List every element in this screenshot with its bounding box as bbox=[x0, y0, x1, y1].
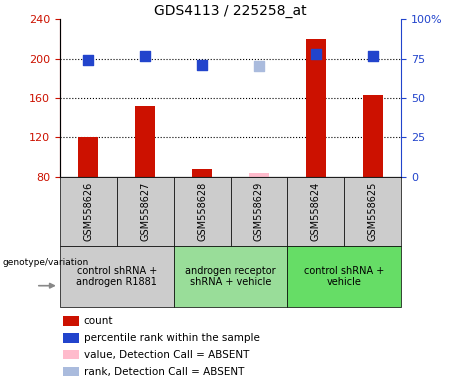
Bar bbox=[230, 177, 287, 246]
Bar bbox=[63, 367, 79, 376]
Text: GSM558625: GSM558625 bbox=[367, 182, 378, 241]
Point bbox=[255, 63, 263, 70]
Point bbox=[85, 56, 92, 63]
Text: GSM558624: GSM558624 bbox=[311, 182, 321, 241]
Bar bbox=[63, 333, 79, 343]
Title: GDS4113 / 225258_at: GDS4113 / 225258_at bbox=[154, 4, 307, 18]
Text: androgen receptor
shRNA + vehicle: androgen receptor shRNA + vehicle bbox=[185, 266, 276, 287]
Text: GSM558627: GSM558627 bbox=[140, 182, 150, 241]
Text: value, Detection Call = ABSENT: value, Detection Call = ABSENT bbox=[84, 350, 249, 360]
Text: control shRNA +
vehicle: control shRNA + vehicle bbox=[304, 266, 384, 287]
Text: control shRNA +
androgen R1881: control shRNA + androgen R1881 bbox=[77, 266, 157, 287]
Bar bbox=[287, 246, 401, 307]
Point bbox=[312, 51, 319, 57]
Text: GSM558629: GSM558629 bbox=[254, 182, 264, 241]
Text: GSM558626: GSM558626 bbox=[83, 182, 94, 241]
Bar bbox=[63, 316, 79, 326]
Bar bbox=[344, 177, 401, 246]
Text: GSM558628: GSM558628 bbox=[197, 182, 207, 241]
Text: rank, Detection Call = ABSENT: rank, Detection Call = ABSENT bbox=[84, 367, 244, 377]
Text: count: count bbox=[84, 316, 113, 326]
Bar bbox=[174, 177, 230, 246]
Bar bbox=[174, 246, 287, 307]
Bar bbox=[192, 169, 212, 177]
Bar bbox=[249, 173, 269, 177]
Bar bbox=[63, 350, 79, 359]
Text: genotype/variation: genotype/variation bbox=[3, 258, 89, 268]
Bar bbox=[306, 39, 326, 177]
Bar bbox=[287, 177, 344, 246]
Point bbox=[142, 53, 149, 59]
Bar bbox=[78, 137, 98, 177]
Bar bbox=[117, 177, 174, 246]
Text: percentile rank within the sample: percentile rank within the sample bbox=[84, 333, 260, 343]
Bar bbox=[60, 246, 174, 307]
Bar bbox=[135, 106, 155, 177]
Point bbox=[369, 53, 376, 59]
Point bbox=[198, 62, 206, 68]
Bar bbox=[363, 95, 383, 177]
Bar bbox=[60, 177, 117, 246]
